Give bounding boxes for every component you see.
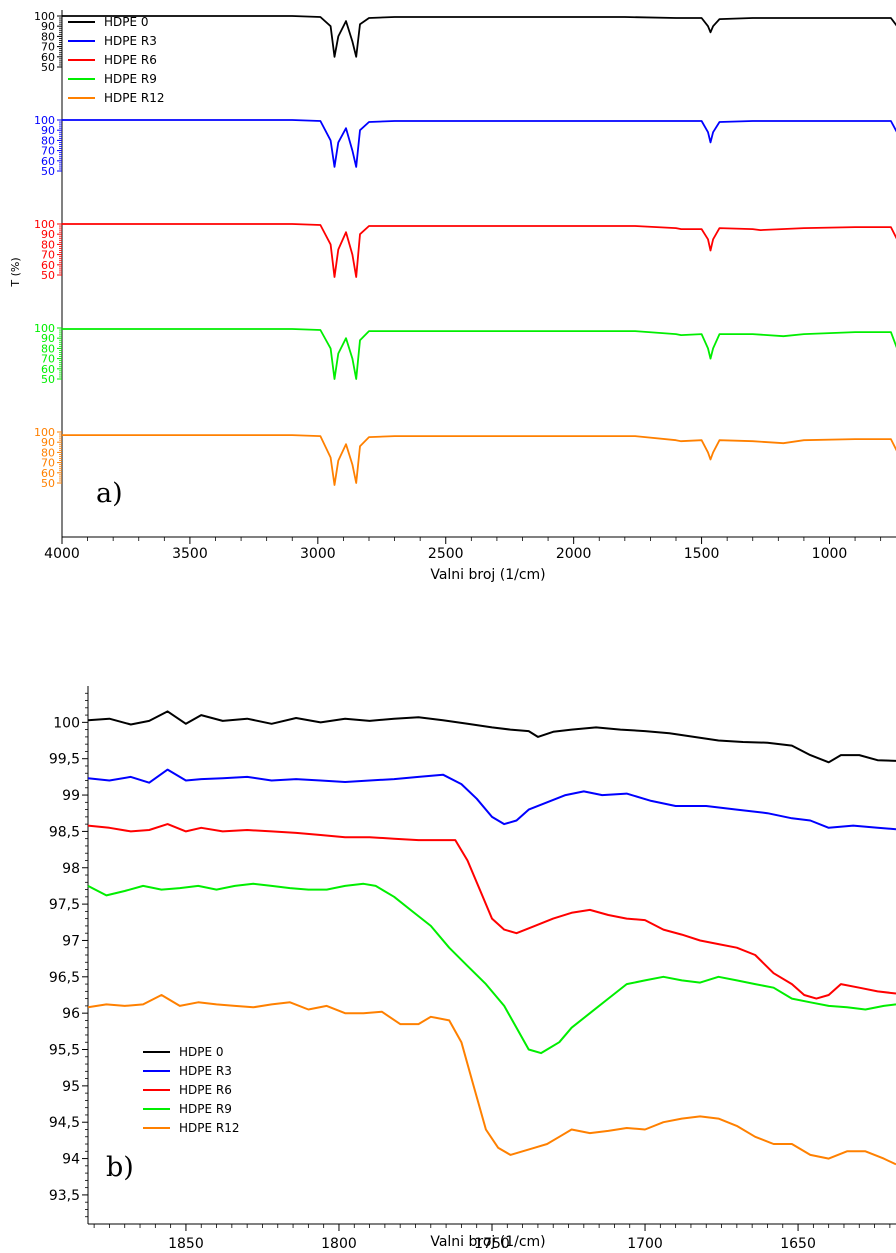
panel-b-x-tick-label: 1700: [627, 1236, 663, 1252]
panel-a-y-axis-label: T (%): [9, 257, 22, 287]
panel-a-x-ticks: 4000 3500 3000 2500 2000 1500 1000: [44, 537, 882, 562]
panel-b-x-axis-label: Valni broj (1/cm): [430, 1234, 545, 1250]
panel-a-y-tick-label: 100: [34, 322, 55, 335]
panel-b-letter: b): [106, 1152, 134, 1183]
panel-a-y-tick-label: 80: [41, 30, 55, 43]
panel-b-legend: HDPE 0 HDPE R3 HDPE R6 HDPE R9 HDPE R12: [143, 1045, 240, 1135]
panel-a-y-tick-label: 80: [41, 446, 55, 459]
panel-a-series-hdpe-r3: [62, 119, 896, 168]
panel-b-x-tick-label: 1750: [474, 1236, 510, 1252]
panel-a-series-hdpe-0: [62, 15, 896, 58]
panel-a-y-tick-label: 50: [41, 269, 55, 282]
panel-a-y-tick-label: 90: [41, 20, 55, 33]
panel-a-y-tick-label: 100: [34, 10, 55, 23]
panel-a-y-tick-label: 50: [41, 165, 55, 178]
panel-a-y-tick-label: 60: [41, 259, 55, 272]
panel-b-series-hdpe-r12: [87, 994, 896, 1166]
panel-a-y-tick-label: 80: [41, 134, 55, 147]
panel-b-y-tick-label: 98: [62, 861, 80, 877]
panel-a-y-tick-label: 60: [41, 51, 55, 64]
panel-a-spectra: 1009080706050100908070605010090807060501…: [9, 10, 896, 583]
panel-a-legend-label: HDPE R3: [104, 34, 157, 48]
panel-a-series-hdpe-r9: [62, 328, 896, 380]
panel-a-legend-label: HDPE R12: [104, 91, 165, 105]
panel-a-y-tick-label: 60: [41, 363, 55, 376]
panel-b-y-tick-label: 97: [62, 933, 80, 949]
panel-b-y-tick-label: 96: [62, 1006, 80, 1022]
panel-b-legend-label: HDPE R12: [179, 1121, 240, 1135]
panel-a-y-tick-label: 70: [41, 353, 55, 366]
panel-a-legend-label: HDPE 0: [104, 15, 149, 29]
panel-a-y-tick-label: 90: [41, 124, 55, 137]
panel-b-y-tick-label: 97,5: [49, 897, 80, 913]
panel-a-y-tick-label: 70: [41, 249, 55, 262]
panel-a-y-tick-label: 100: [34, 114, 55, 127]
panel-b-series-hdpe-0: [87, 710, 896, 764]
panel-b-legend-label: HDPE R9: [179, 1102, 232, 1116]
panel-a-x-tick-label: 4000: [44, 546, 80, 562]
panel-a-x-tick-label: 2000: [556, 546, 592, 562]
panel-a-legend-label: HDPE R6: [104, 53, 157, 67]
panel-b-legend-label: HDPE R3: [179, 1064, 232, 1078]
panel-a-y-tick-label: 50: [41, 373, 55, 386]
panel-a-y-tick-label: 90: [41, 228, 55, 241]
panel-a-y-tick-label: 90: [41, 436, 55, 449]
panel-a-y-tick-label: 100: [34, 426, 55, 439]
panel-a-plot-frame: [61, 10, 896, 538]
panel-b-y-tick-label: 95: [62, 1079, 80, 1095]
panel-b-y-tick-label: 99,5: [49, 752, 80, 768]
panel-a-y-tick-label: 70: [41, 457, 55, 470]
panel-b-y-tick-label: 98,5: [49, 824, 80, 840]
panel-a-letter: a): [96, 478, 123, 509]
panel-a-x-axis-label: Valni broj (1/cm): [430, 567, 545, 583]
panel-a-x-tick-label: 1500: [684, 546, 720, 562]
panel-b-y-tick-label: 99: [62, 788, 80, 804]
panel-a-y-tick-label: 60: [41, 155, 55, 168]
panel-b-y-tick-label: 94: [62, 1152, 80, 1168]
panel-b-y-tick-label: 96,5: [49, 970, 80, 986]
panel-b-y-tick-label: 93,5: [49, 1188, 80, 1204]
panel-b-series-hdpe-r9: [87, 882, 896, 1055]
panel-a-y-tick-label: 70: [41, 145, 55, 158]
panel-b-series-group: [87, 710, 896, 1166]
panel-b-series-hdpe-r3: [87, 768, 896, 831]
panel-a-x-tick-label: 3000: [300, 546, 336, 562]
panel-a-series-hdpe-r12: [62, 434, 896, 486]
panel-b-x-tick-label: 1650: [780, 1236, 816, 1252]
panel-a-y-tick-label: 100: [34, 218, 55, 231]
panel-a-legend-label: HDPE R9: [104, 72, 157, 86]
panel-b-x-tick-label: 1850: [168, 1236, 204, 1252]
panel-b-y-tick-label: 95,5: [49, 1043, 80, 1059]
panel-a-y-tick-label: 80: [41, 342, 55, 355]
panel-a-series-hdpe-r6: [62, 223, 896, 278]
panel-b-y-tick-label: 100: [53, 715, 80, 731]
panel-a-y-tick-label: 80: [41, 238, 55, 251]
panel-a-legend: HDPE 0 HDPE R3 HDPE R6 HDPE R9 HDPE R12: [68, 15, 165, 105]
panel-b-x-tick-label: 1800: [321, 1236, 357, 1252]
panel-a-y-ticks: 1009080706050100908070605010090807060501…: [34, 10, 62, 490]
panel-b-y-ticks: 100 99,5 99 98,5 98 97,5 97 96,5 96 95,5 95 94,5 94 9…: [49, 692, 88, 1218]
panel-a-series-group: [62, 15, 896, 486]
panel-b-y-tick-label: 94,5: [49, 1115, 80, 1131]
panel-b-series-hdpe-r6: [87, 823, 896, 1000]
panel-a-y-tick-label: 50: [41, 61, 55, 74]
panel-a-x-tick-label: 3500: [172, 546, 208, 562]
panel-b-legend-label: HDPE R6: [179, 1083, 232, 1097]
panel-b-x-ticks: 1850 1800 1750 1700 1650: [93, 1224, 891, 1252]
panel-a-y-tick-label: 60: [41, 467, 55, 480]
panel-a-x-tick-label: 2500: [428, 546, 464, 562]
panel-a-y-tick-label: 70: [41, 41, 55, 54]
panel-a-x-tick-label: 1000: [812, 546, 848, 562]
panel-a-y-tick-label: 50: [41, 477, 55, 490]
panel-b-legend-label: HDPE 0: [179, 1045, 224, 1059]
panel-b-zoom: 100 99,5 99 98,5 98 97,5 97 96,5 96 95,5 95 94,5 94 9…: [49, 686, 896, 1252]
panel-a-y-tick-label: 90: [41, 332, 55, 345]
